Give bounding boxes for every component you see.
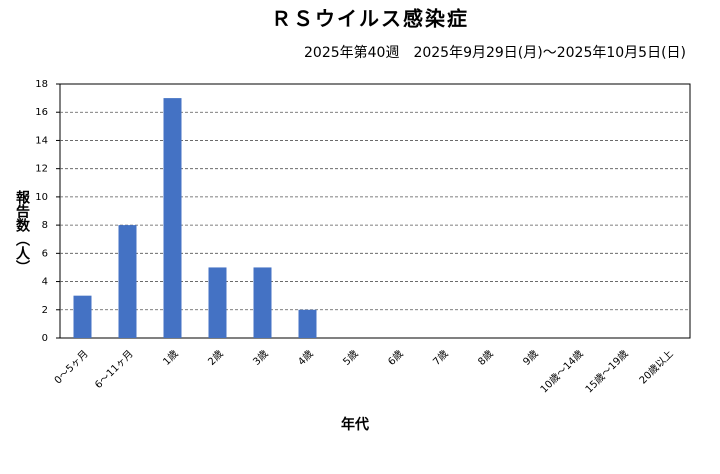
y-tick-label: 10 — [35, 192, 48, 203]
y-tick-label: 12 — [35, 164, 48, 175]
x-tick-label: 5歳 — [341, 348, 361, 368]
x-tick-label: 9歳 — [521, 348, 541, 368]
x-tick-label: 2歳 — [206, 348, 226, 368]
x-tick-label: 10歳～14歳 — [538, 348, 586, 396]
x-axis-label: 年代 — [341, 416, 369, 433]
x-tick-label: 8歳 — [476, 348, 496, 368]
y-tick-label: 0 — [42, 333, 48, 344]
plot-frame — [59, 83, 691, 339]
bar — [163, 98, 182, 338]
y-tick-label: 8 — [42, 220, 48, 231]
y-tick-label: 14 — [35, 135, 48, 146]
bar — [208, 267, 227, 338]
bar — [118, 225, 137, 338]
x-tick-label: 20歳以上 — [637, 348, 676, 387]
chart-subtitle: 2025年第40週 2025年9月29日(月)～2025年10月5日(日) — [304, 44, 686, 61]
chart-title: ＲＳウイルス感染症 — [271, 7, 469, 31]
x-tick-label: 3歳 — [251, 348, 271, 368]
y-tick-label: 4 — [42, 277, 48, 288]
y-tick-label: 6 — [42, 248, 48, 259]
x-tick-label: 15歳～19歳 — [583, 348, 631, 396]
y-tick-label: 18 — [35, 79, 48, 90]
x-tick-label: 6歳 — [386, 348, 406, 368]
x-tick-label: 6～11ヶ月 — [93, 348, 136, 391]
bar — [73, 295, 92, 338]
y-tick-label: 2 — [42, 305, 48, 316]
x-tick-label: 1歳 — [161, 348, 181, 368]
bar — [298, 309, 317, 338]
y-tick-label: 16 — [35, 107, 48, 118]
y-axis-label: 報告数（人） — [14, 189, 31, 274]
x-tick-label: 0～5ヶ月 — [52, 348, 91, 387]
x-tick-label: 4歳 — [296, 348, 316, 368]
bar — [253, 267, 272, 338]
x-tick-label: 7歳 — [431, 348, 451, 368]
